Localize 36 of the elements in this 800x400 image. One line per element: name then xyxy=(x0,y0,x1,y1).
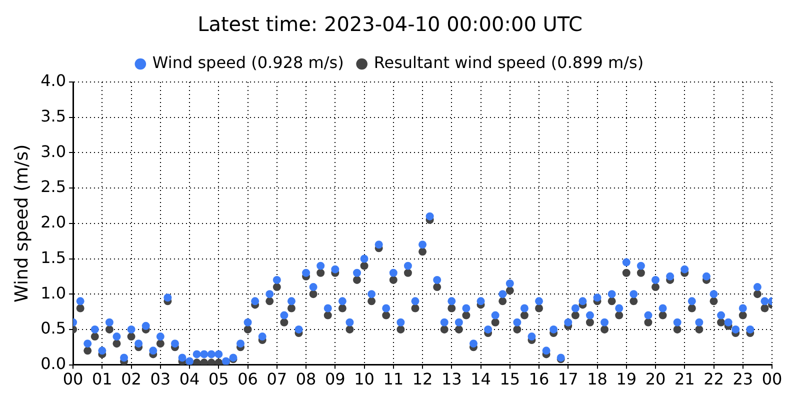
x-tick-label: 09 xyxy=(324,370,346,389)
y-tick-label: 1.5 xyxy=(40,248,66,267)
x-tick-label: 21 xyxy=(674,370,695,389)
x-tick-label: 05 xyxy=(208,370,229,389)
x-tick-label: 14 xyxy=(470,370,491,389)
x-tick-label: 10 xyxy=(354,370,374,389)
legend-label: Resultant wind speed (0.899 m/s) xyxy=(374,53,644,72)
x-tick-label: 02 xyxy=(121,370,142,389)
y-tick-label: 2.5 xyxy=(40,177,66,196)
chart-title: Latest time: 2023-04-10 00:00:00 UTC xyxy=(198,12,582,36)
y-tick-label: 2.0 xyxy=(40,212,66,232)
y-tick-label: 4.0 xyxy=(40,71,66,90)
x-tick-label: 06 xyxy=(238,370,258,389)
x-tick-label: 18 xyxy=(587,370,608,389)
y-axis-title: Wind speed (m/s) xyxy=(11,144,32,302)
y-tick-label: 3.5 xyxy=(40,106,66,126)
x-tick-label: 17 xyxy=(558,370,578,389)
x-tick-label: 22 xyxy=(704,370,724,389)
x-tick-label: 00 xyxy=(762,370,782,389)
x-tick-label: 23 xyxy=(732,370,754,389)
x-tick-label: 19 xyxy=(616,370,637,389)
x-tick-label: 03 xyxy=(150,370,171,389)
x-tick-label: 15 xyxy=(500,370,520,389)
x-tick-label: 16 xyxy=(528,370,550,389)
y-tick-label: 1.0 xyxy=(40,283,66,302)
x-tick-label: 11 xyxy=(383,370,404,389)
y-tick-label: 3.0 xyxy=(40,142,66,161)
x-tick-label: 08 xyxy=(296,370,316,389)
x-tick-label: 12 xyxy=(412,370,433,389)
x-tick-label: 20 xyxy=(645,370,666,389)
x-tick-label: 13 xyxy=(441,370,462,389)
x-tick-label: 07 xyxy=(266,370,288,389)
legend-label: Wind speed (0.928 m/s) xyxy=(152,53,344,72)
y-tick-label: 0.5 xyxy=(40,318,66,338)
x-tick-label: 04 xyxy=(179,370,200,389)
x-tick-label: 01 xyxy=(92,370,112,389)
